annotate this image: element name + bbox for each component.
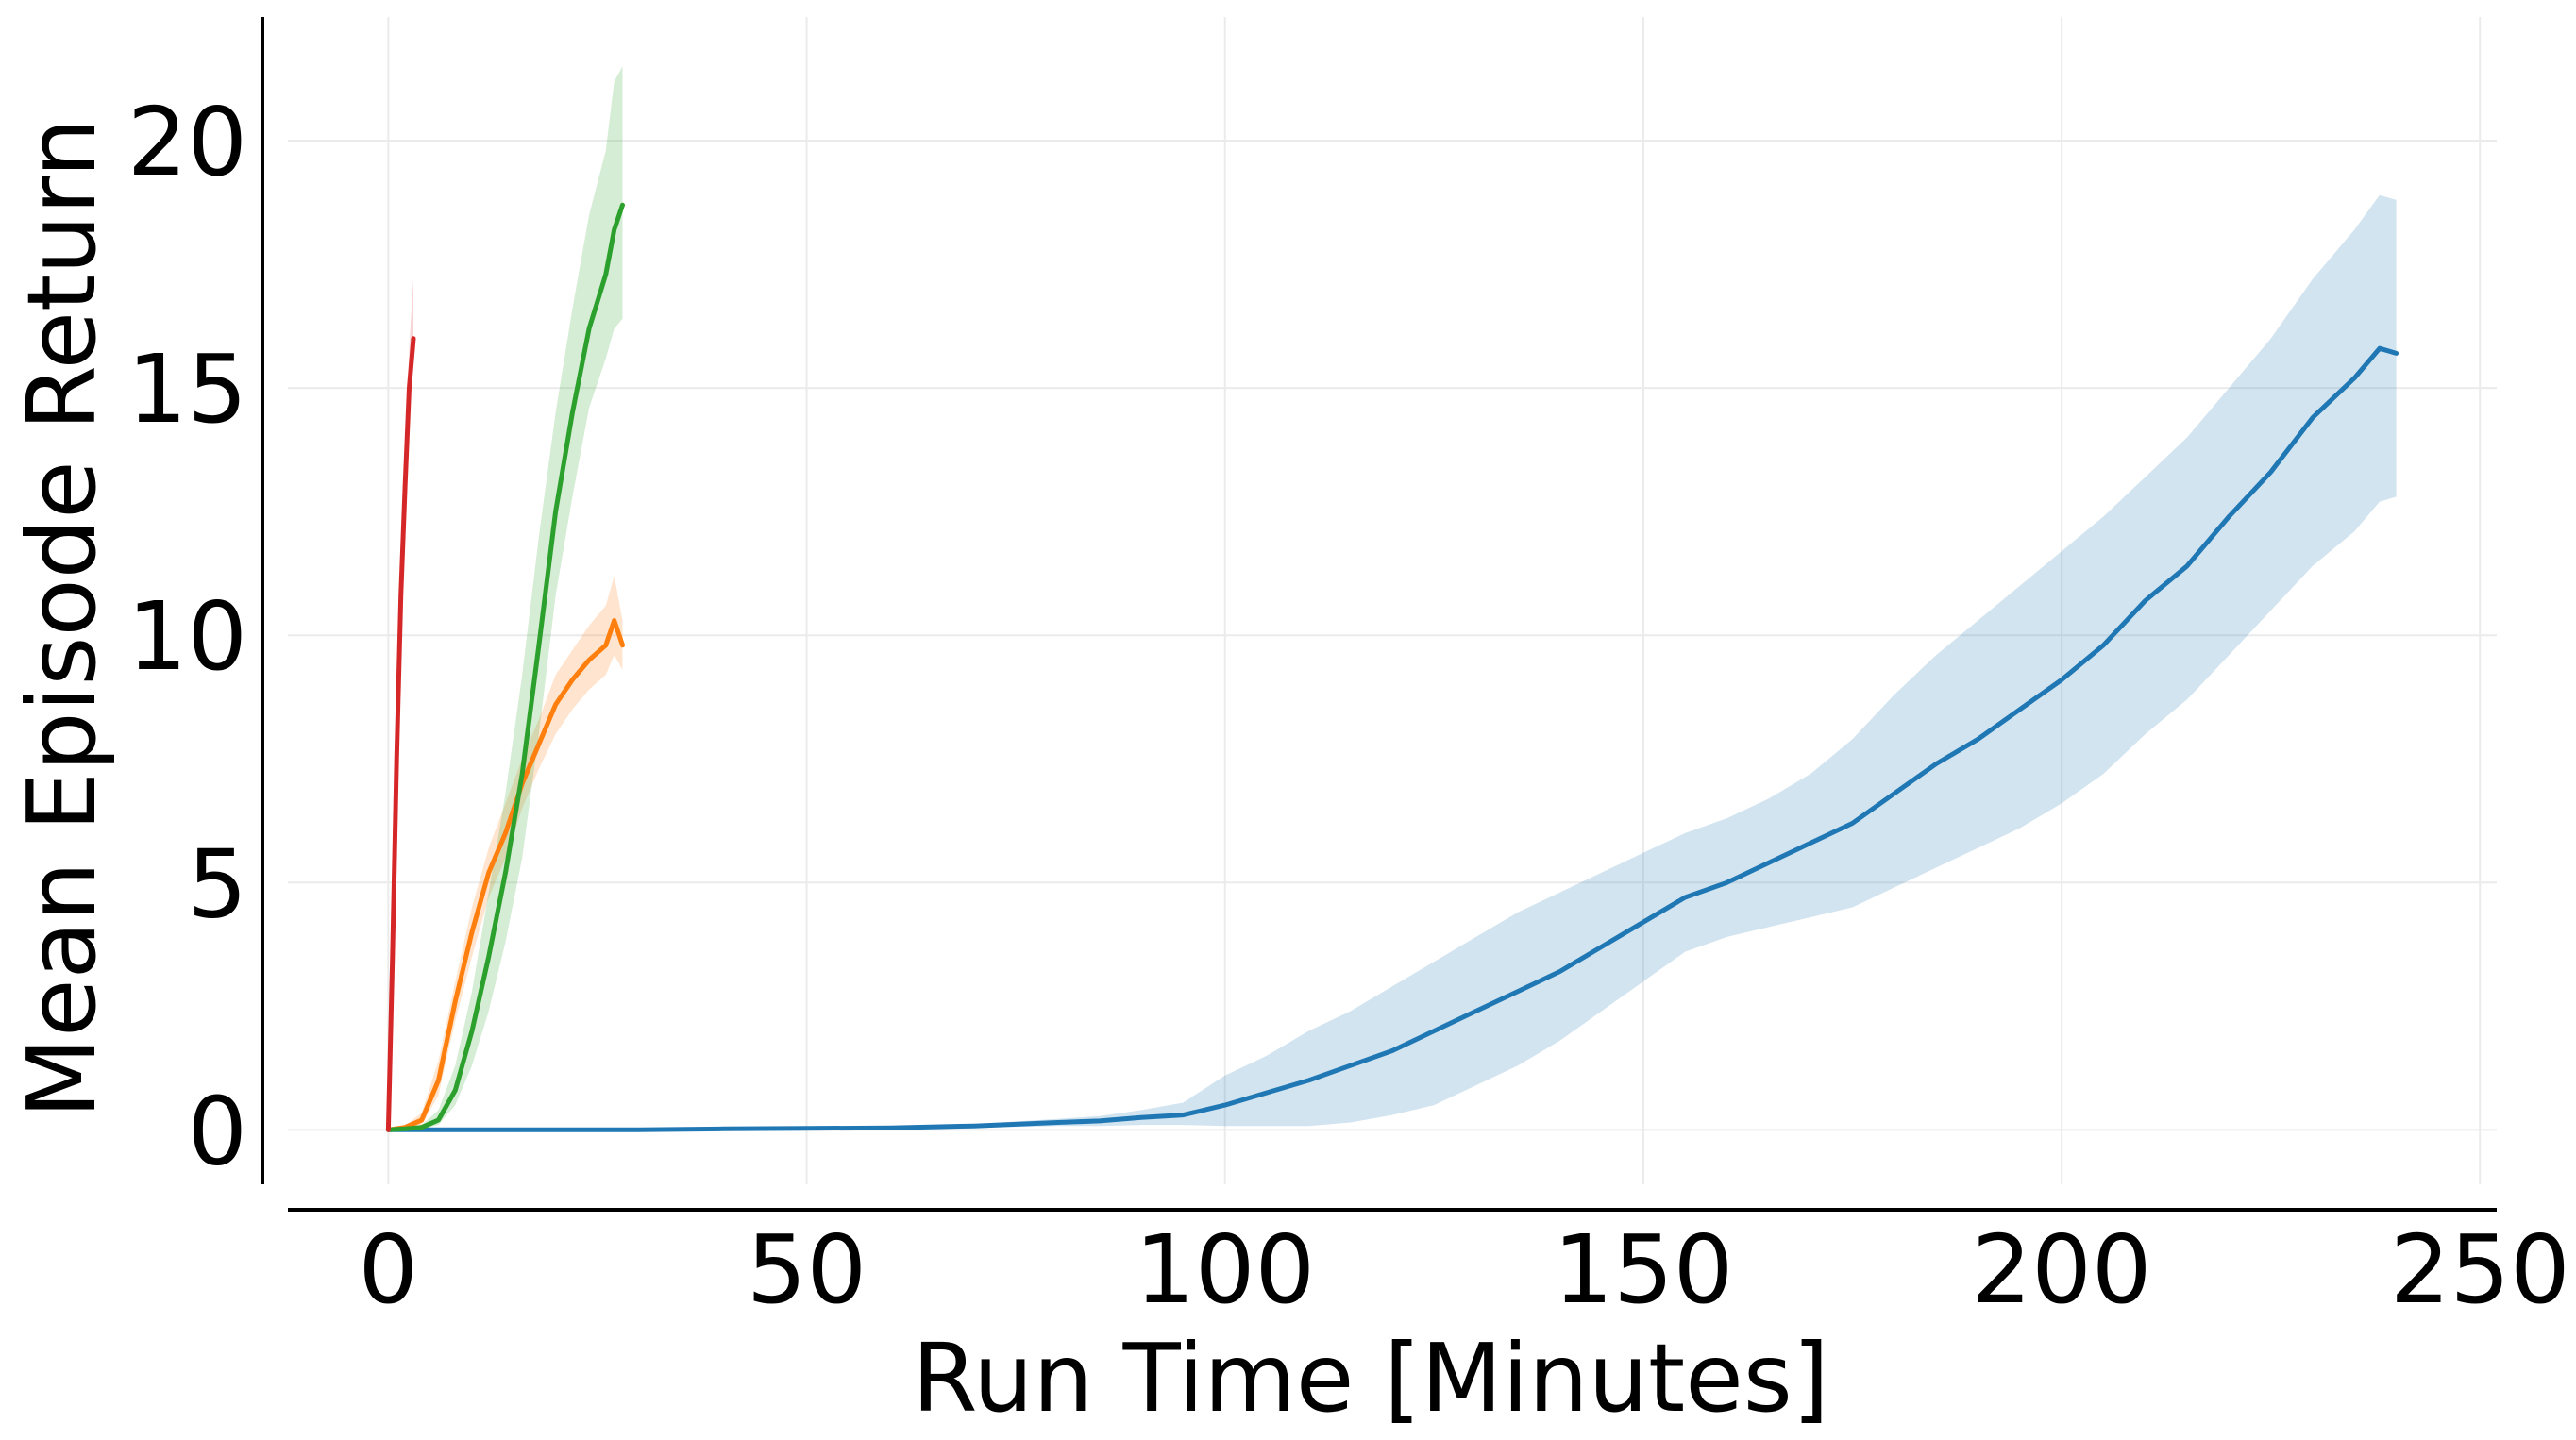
- series-2-band: [388, 66, 623, 1130]
- y-tick-label-0: 0: [187, 1076, 247, 1186]
- y-tick-label-2: 10: [127, 581, 247, 692]
- y-tick-labels: 0 5 10 15 20: [127, 87, 247, 1186]
- x-tick-label-1: 50: [747, 1214, 867, 1325]
- y-tick-label-4: 20: [127, 87, 247, 197]
- x-tick-label-2: 100: [1135, 1214, 1315, 1325]
- x-tick-labels: 0 50 100 150 200 250: [359, 1214, 2570, 1325]
- x-tick-label-5: 250: [2390, 1214, 2570, 1325]
- x-axis-title: Run Time [Minutes]: [912, 1323, 1829, 1433]
- series-1-line: [385, 618, 625, 1132]
- series-1-band: [388, 576, 623, 1130]
- series-2-line: [385, 202, 625, 1132]
- series-lines: [385, 202, 2399, 1132]
- confidence-bands: [388, 66, 2397, 1130]
- series-0-band: [388, 194, 2397, 1130]
- y-tick-label-3: 15: [127, 334, 247, 444]
- series-3-line: [385, 336, 416, 1132]
- series-0-line: [385, 345, 2399, 1132]
- x-tick-label-0: 0: [359, 1214, 419, 1325]
- y-axis-title: Mean Episode Return: [7, 118, 117, 1119]
- x-tick-label-4: 200: [1972, 1214, 2152, 1325]
- x-tick-label-3: 150: [1553, 1214, 1733, 1325]
- y-tick-label-1: 5: [187, 829, 247, 939]
